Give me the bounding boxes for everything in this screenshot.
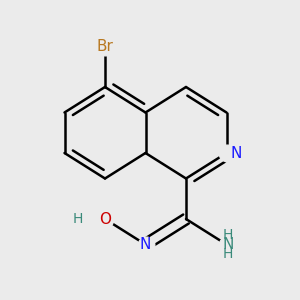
Text: H: H [223,228,233,242]
Text: H: H [223,247,233,261]
Text: N: N [230,146,242,160]
Text: N: N [222,237,234,252]
Text: O: O [99,212,111,226]
Text: Br: Br [97,39,113,54]
Text: H: H [73,212,83,226]
Text: N: N [140,237,151,252]
